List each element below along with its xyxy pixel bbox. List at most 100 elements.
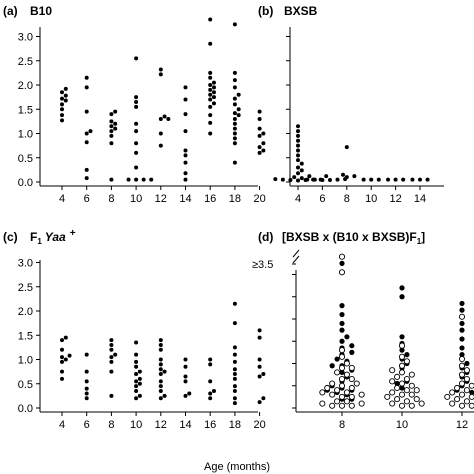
- data-point-filled: [158, 384, 163, 389]
- data-point-open: [329, 402, 336, 409]
- data-point-open: [389, 378, 396, 385]
- data-point-filled: [158, 362, 163, 367]
- data-point-filled: [257, 357, 262, 362]
- data-point-filled: [296, 153, 300, 158]
- data-point-filled: [399, 347, 405, 353]
- data-point-filled: [158, 372, 163, 377]
- data-point-filled: [211, 101, 216, 106]
- data-point-filled: [344, 334, 350, 340]
- data-point-filled: [60, 355, 64, 360]
- data-point-filled: [162, 369, 167, 374]
- data-point-open: [458, 380, 466, 387]
- data-point-filled: [63, 86, 68, 91]
- y-tick-label: 2.5: [18, 56, 33, 68]
- data-point-open: [338, 269, 346, 276]
- panel-title-c-main: F: [30, 230, 37, 244]
- data-point-filled: [158, 72, 163, 77]
- data-point-open: [319, 389, 326, 396]
- data-point-filled: [84, 379, 89, 384]
- y-tick-label: 0.0: [18, 177, 33, 189]
- data-point-filled: [84, 140, 89, 145]
- data-point-filled: [296, 143, 300, 148]
- x-tick-label: 10: [130, 419, 142, 431]
- data-point-filled: [361, 177, 366, 182]
- panel-label-c: (c): [3, 230, 18, 244]
- data-point-filled: [137, 369, 142, 374]
- data-point-filled: [376, 177, 381, 182]
- x-tick-label: 14: [179, 193, 191, 205]
- data-point-open: [394, 373, 401, 380]
- data-point-open: [343, 360, 350, 367]
- data-point-filled: [84, 85, 89, 90]
- x-tick-label: 14: [179, 419, 191, 431]
- data-point-open: [458, 355, 466, 363]
- data-point-filled: [60, 107, 64, 112]
- data-point-filled: [369, 177, 374, 182]
- data-point-filled: [84, 396, 89, 401]
- data-point-filled: [109, 369, 114, 374]
- data-point-filled: [208, 70, 213, 75]
- data-point-filled: [261, 141, 266, 146]
- data-point-filled: [344, 145, 349, 150]
- data-point-filled: [158, 367, 163, 372]
- data-point-filled: [341, 172, 346, 177]
- data-point-open: [403, 387, 410, 394]
- data-point-open: [408, 371, 415, 378]
- y-tick-label: 1.5: [18, 104, 33, 116]
- data-point-filled: [296, 138, 300, 143]
- data-point-filled: [183, 160, 188, 165]
- data-point-filled: [84, 352, 89, 357]
- data-point-filled: [339, 320, 345, 327]
- data-point-open: [358, 391, 365, 398]
- data-point-filled: [232, 126, 237, 131]
- data-point-filled: [134, 352, 139, 357]
- data-point-filled: [134, 340, 139, 345]
- data-point-filled: [208, 17, 213, 22]
- data-point-open: [348, 364, 355, 372]
- data-point-filled: [329, 363, 335, 369]
- data-point-filled: [236, 107, 241, 112]
- data-point-filled: [339, 369, 345, 375]
- panel-label-a: (a): [3, 4, 18, 18]
- data-point-filled: [232, 70, 237, 75]
- data-point-open: [458, 362, 466, 369]
- panel-title-d-main: [BXSB x (B10 x BXSB)F: [282, 230, 417, 244]
- data-point-filled: [393, 177, 398, 182]
- data-point-filled: [134, 95, 139, 100]
- data-point-filled: [183, 393, 188, 398]
- data-point-open: [408, 402, 415, 409]
- data-point-filled: [60, 90, 64, 95]
- data-point-filled: [158, 357, 163, 362]
- x-tick-label: 6: [319, 193, 325, 205]
- data-point-open: [338, 364, 346, 372]
- data-point-filled: [183, 177, 188, 182]
- x-tick-label: 6: [84, 419, 90, 431]
- data-point-open: [463, 367, 470, 374]
- data-point-filled: [158, 131, 163, 136]
- data-point-filled: [459, 345, 465, 351]
- data-point-filled: [162, 114, 167, 119]
- data-point-filled: [208, 362, 213, 367]
- panel-d-axes: ≥3.5 8 10 12: [252, 249, 474, 431]
- data-point-filled: [134, 56, 139, 61]
- data-point-open: [343, 398, 350, 405]
- data-point-filled: [344, 175, 349, 180]
- data-point-filled: [134, 389, 139, 394]
- data-point-filled: [109, 124, 114, 129]
- data-point-filled: [257, 364, 262, 369]
- data-point-filled: [63, 335, 68, 340]
- data-point-filled: [208, 87, 213, 92]
- data-point-filled: [149, 177, 154, 182]
- data-point-filled: [292, 175, 297, 180]
- axis-break-mark: [292, 255, 300, 264]
- data-point-filled: [257, 400, 262, 405]
- data-point-filled: [84, 369, 89, 374]
- data-point-open: [449, 400, 456, 407]
- data-point-filled: [339, 303, 345, 309]
- data-point-filled: [88, 129, 93, 134]
- data-point-filled: [399, 285, 405, 291]
- panel-title-a: B10: [30, 4, 52, 18]
- data-point-filled: [273, 177, 278, 182]
- data-point-filled: [459, 320, 465, 327]
